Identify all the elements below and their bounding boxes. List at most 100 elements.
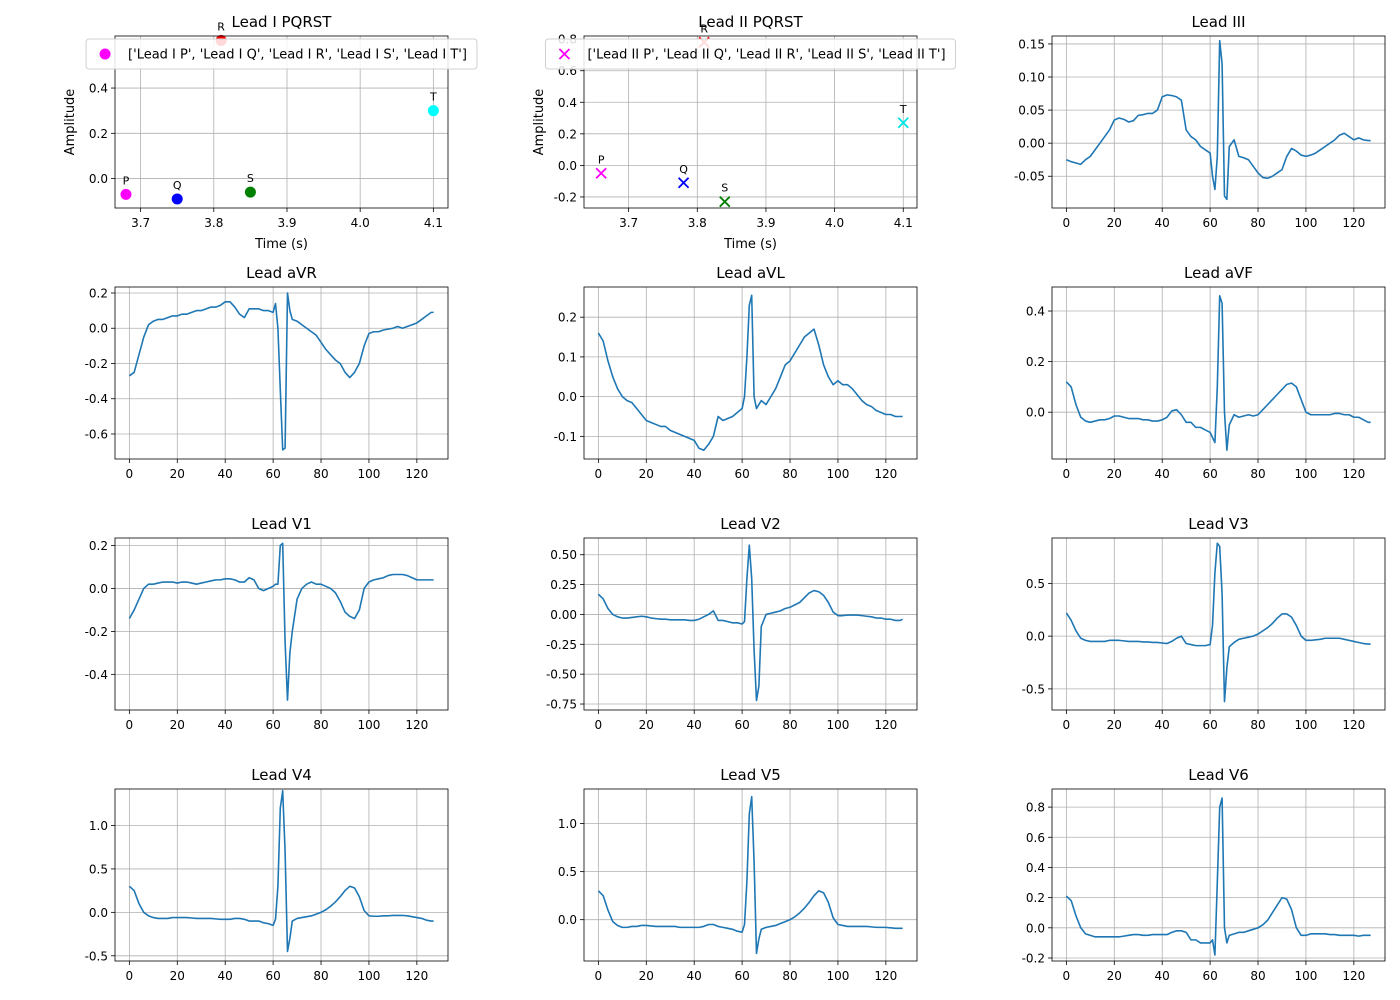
y-tick-label: 0.2 xyxy=(1026,355,1045,369)
plot-frame xyxy=(1051,537,1386,711)
x-tick-label: 0 xyxy=(1063,718,1071,732)
x-tick-label: 120 xyxy=(1342,216,1365,230)
y-tick-label: 0.15 xyxy=(1018,37,1045,51)
series-line xyxy=(1065,542,1371,703)
point-label: P xyxy=(598,153,605,166)
y-tick-label: 0.0 xyxy=(1026,406,1045,420)
x-tick-label: 120 xyxy=(405,969,428,983)
y-tick-label: -0.2 xyxy=(85,625,108,639)
y-tick-label: 1.0 xyxy=(89,819,108,833)
chart-title: Lead aVR xyxy=(246,264,317,282)
chart-panel: 0 20 40 60 80 100 120 0.0 0.5 1.0 Lead V5 xyxy=(558,766,918,983)
legend-box xyxy=(544,38,957,70)
x-tick-label: 4.0 xyxy=(351,216,370,230)
x-tick-label: 80 xyxy=(1250,969,1265,983)
chart-title: Lead V4 xyxy=(251,766,312,784)
y-tick-label: 0.5 xyxy=(89,862,108,876)
chart-title: Lead V3 xyxy=(1188,515,1249,533)
x-tick-label: 20 xyxy=(170,467,185,481)
point-label: R xyxy=(217,21,225,34)
x-tick-label: 0 xyxy=(595,467,603,481)
y-tick-label: 0.4 xyxy=(89,82,108,96)
chart-panel: 0 20 40 60 80 100 120 -0.2 0.0 0.2 0.4 0.6 0.8 Lead V… xyxy=(1022,766,1386,983)
plot-frame xyxy=(114,537,449,711)
series-line xyxy=(1066,39,1371,201)
x-tick-label: 100 xyxy=(357,969,380,983)
y-tick-label: 0.2 xyxy=(1026,891,1045,905)
x-tick-label: 60 xyxy=(734,467,749,481)
x-tick-label: 20 xyxy=(1107,467,1122,481)
x-tick-label: 100 xyxy=(357,718,380,732)
legend-label: ['Lead I P', 'Lead I Q', 'Lead I R', 'Le… xyxy=(128,48,467,63)
x-tick-label: 80 xyxy=(313,467,328,481)
x-tick-label: 40 xyxy=(687,969,702,983)
y-axis-label: Amplitude xyxy=(532,89,547,156)
x-tick-label: 3.7 xyxy=(131,216,150,230)
y-tick-label: -0.50 xyxy=(546,668,577,682)
x-tick-label: 120 xyxy=(1342,969,1365,983)
series-line xyxy=(597,544,903,702)
plot-frame xyxy=(114,286,449,460)
x-tick-label: 20 xyxy=(1107,969,1122,983)
y-axis-label: Amplitude xyxy=(63,89,78,156)
plot-frame xyxy=(583,286,918,460)
plot-frame xyxy=(1051,286,1386,460)
series-line xyxy=(597,294,903,452)
legend-box xyxy=(85,38,478,70)
x-tick-label: 4.0 xyxy=(825,216,844,230)
legend: ['Lead I P', 'Lead I Q', 'Lead I R', 'Le… xyxy=(85,38,478,70)
x-tick-label: 80 xyxy=(782,718,797,732)
y-tick-label: -0.4 xyxy=(85,392,108,406)
y-tick-label: -0.5 xyxy=(1022,682,1045,696)
y-tick-label: 0.2 xyxy=(89,539,108,553)
x-tick-label: 3.8 xyxy=(688,216,707,230)
x-tick-label: 120 xyxy=(874,718,897,732)
legend-marker xyxy=(99,48,111,60)
y-tick-label: 0.50 xyxy=(550,548,577,562)
legend-label: ['Lead II P', 'Lead II Q', 'Lead II R', … xyxy=(587,48,945,63)
x-tick-label: 60 xyxy=(734,718,749,732)
x-tick-label: 120 xyxy=(405,467,428,481)
x-tick-label: 40 xyxy=(218,969,233,983)
x-tick-label: 100 xyxy=(1294,467,1317,481)
y-tick-label: 0.0 xyxy=(558,390,577,404)
chart-title: Lead V2 xyxy=(720,515,781,533)
y-tick-label: -0.4 xyxy=(85,668,108,682)
y-tick-label: 0.00 xyxy=(550,608,577,622)
chart-panel: 0 20 40 60 80 100 120 -0.5 0.0 0.5 1.0 Lead V4 xyxy=(85,766,449,983)
x-tick-label: 40 xyxy=(1155,969,1170,983)
x-tick-label: 40 xyxy=(218,467,233,481)
series-line xyxy=(597,795,903,955)
y-tick-label: -0.1 xyxy=(554,430,577,444)
y-tick-label: 1.0 xyxy=(558,817,577,831)
y-tick-label: 0.4 xyxy=(558,96,577,110)
y-tick-label: 0.4 xyxy=(1026,305,1045,319)
chart-title: Lead I PQRST xyxy=(232,13,333,31)
y-tick-label: -0.5 xyxy=(85,949,108,963)
x-tick-label: 0 xyxy=(126,718,134,732)
y-tick-label: -0.2 xyxy=(554,190,577,204)
x-tick-label: 60 xyxy=(1202,216,1217,230)
y-tick-label: 0.2 xyxy=(89,127,108,141)
series-line xyxy=(128,789,434,953)
x-tick-label: 100 xyxy=(1294,969,1317,983)
point-label: Q xyxy=(679,163,688,176)
y-tick-label: 0.0 xyxy=(1026,630,1045,644)
point-label: T xyxy=(429,91,437,104)
x-tick-label: 60 xyxy=(265,467,280,481)
x-tick-label: 60 xyxy=(1202,969,1217,983)
y-tick-label: 0.4 xyxy=(1026,861,1045,875)
chart-title: Lead V1 xyxy=(251,515,312,533)
y-tick-label: 0.00 xyxy=(1018,137,1045,151)
y-tick-label: -0.25 xyxy=(546,638,577,652)
x-tick-label: 20 xyxy=(639,718,654,732)
x-tick-label: 40 xyxy=(1155,718,1170,732)
y-tick-label: 0.25 xyxy=(550,578,577,592)
scatter-point xyxy=(595,167,607,179)
x-tick-label: 40 xyxy=(218,718,233,732)
y-tick-label: 0.0 xyxy=(89,582,108,596)
x-tick-label: 100 xyxy=(1294,718,1317,732)
y-tick-label: 0.10 xyxy=(1018,71,1045,85)
y-tick-label: 0.2 xyxy=(558,127,577,141)
